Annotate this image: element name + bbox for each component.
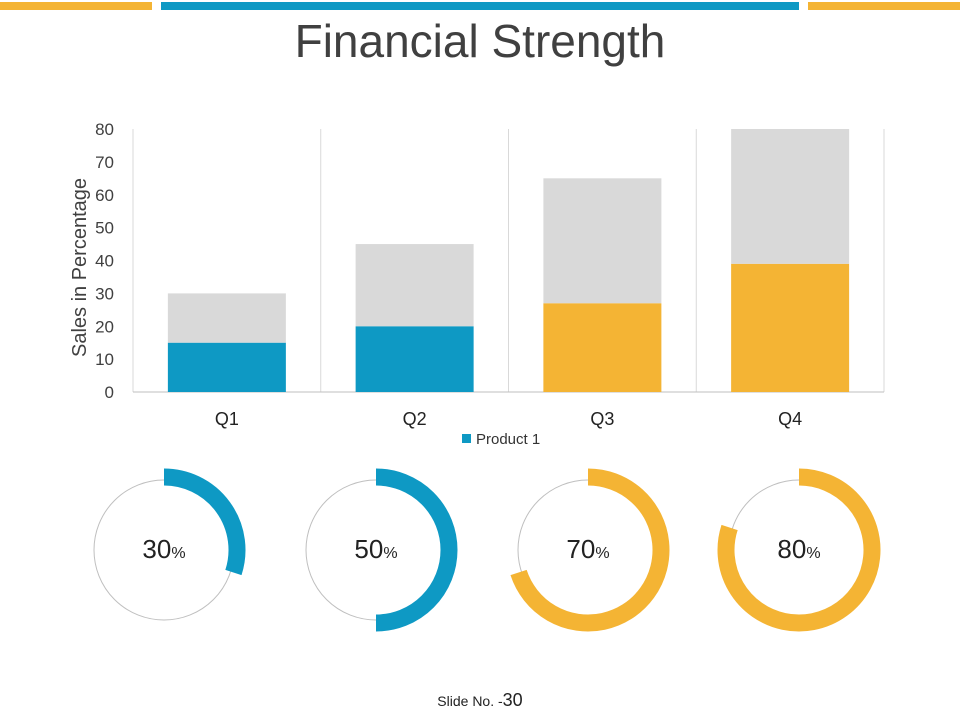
- slide-number: Slide No. -30: [0, 690, 960, 711]
- slide-title: Financial Strength: [294, 15, 666, 67]
- y-tick-label: 20: [95, 317, 114, 336]
- bar-remainder-q2: [355, 244, 474, 327]
- donut-value-label: 30%: [142, 534, 185, 564]
- y-tick-label: 10: [95, 350, 114, 369]
- donut-arc-70: [510, 468, 670, 632]
- donut-arc-50: [375, 468, 458, 632]
- x-tick-label: Q4: [778, 409, 802, 429]
- bar-product-1-q4: [731, 263, 850, 392]
- donut-value-label: 70%: [566, 534, 609, 564]
- legend-swatch: [462, 434, 471, 443]
- slide-number-label: Slide No. -: [437, 693, 503, 709]
- y-tick-label: 50: [95, 219, 114, 238]
- bar-remainder-q3: [543, 178, 662, 304]
- top-accent-bar-right: [808, 2, 960, 10]
- y-tick-label: 80: [95, 120, 114, 139]
- bar-product-1-q2: [355, 326, 474, 392]
- y-tick-label: 40: [95, 252, 114, 271]
- bar-product-1-q1: [167, 342, 286, 392]
- y-tick-label: 0: [105, 383, 114, 402]
- donut-value-label: 50%: [354, 534, 397, 564]
- y-tick-label: 30: [95, 284, 114, 303]
- bar-remainder-q1: [167, 293, 286, 343]
- bar-product-1-q3: [543, 303, 662, 392]
- bar-remainder-q4: [731, 129, 850, 264]
- legend-label: Product 1: [476, 431, 540, 448]
- donut-arc-80: [717, 468, 881, 632]
- slide-number-value: 30: [502, 690, 523, 710]
- x-tick-label: Q3: [590, 409, 614, 429]
- top-accent-bar-center: [161, 2, 799, 10]
- y-tick-label: 70: [95, 153, 114, 172]
- x-tick-label: Q1: [215, 409, 239, 429]
- x-tick-label: Q2: [403, 409, 427, 429]
- donut-value-label: 80%: [777, 534, 820, 564]
- top-accent-bar-left: [0, 2, 152, 10]
- donut-arc-30: [163, 468, 246, 576]
- y-axis-title: Sales in Percentage: [69, 178, 91, 357]
- y-tick-label: 60: [95, 186, 114, 205]
